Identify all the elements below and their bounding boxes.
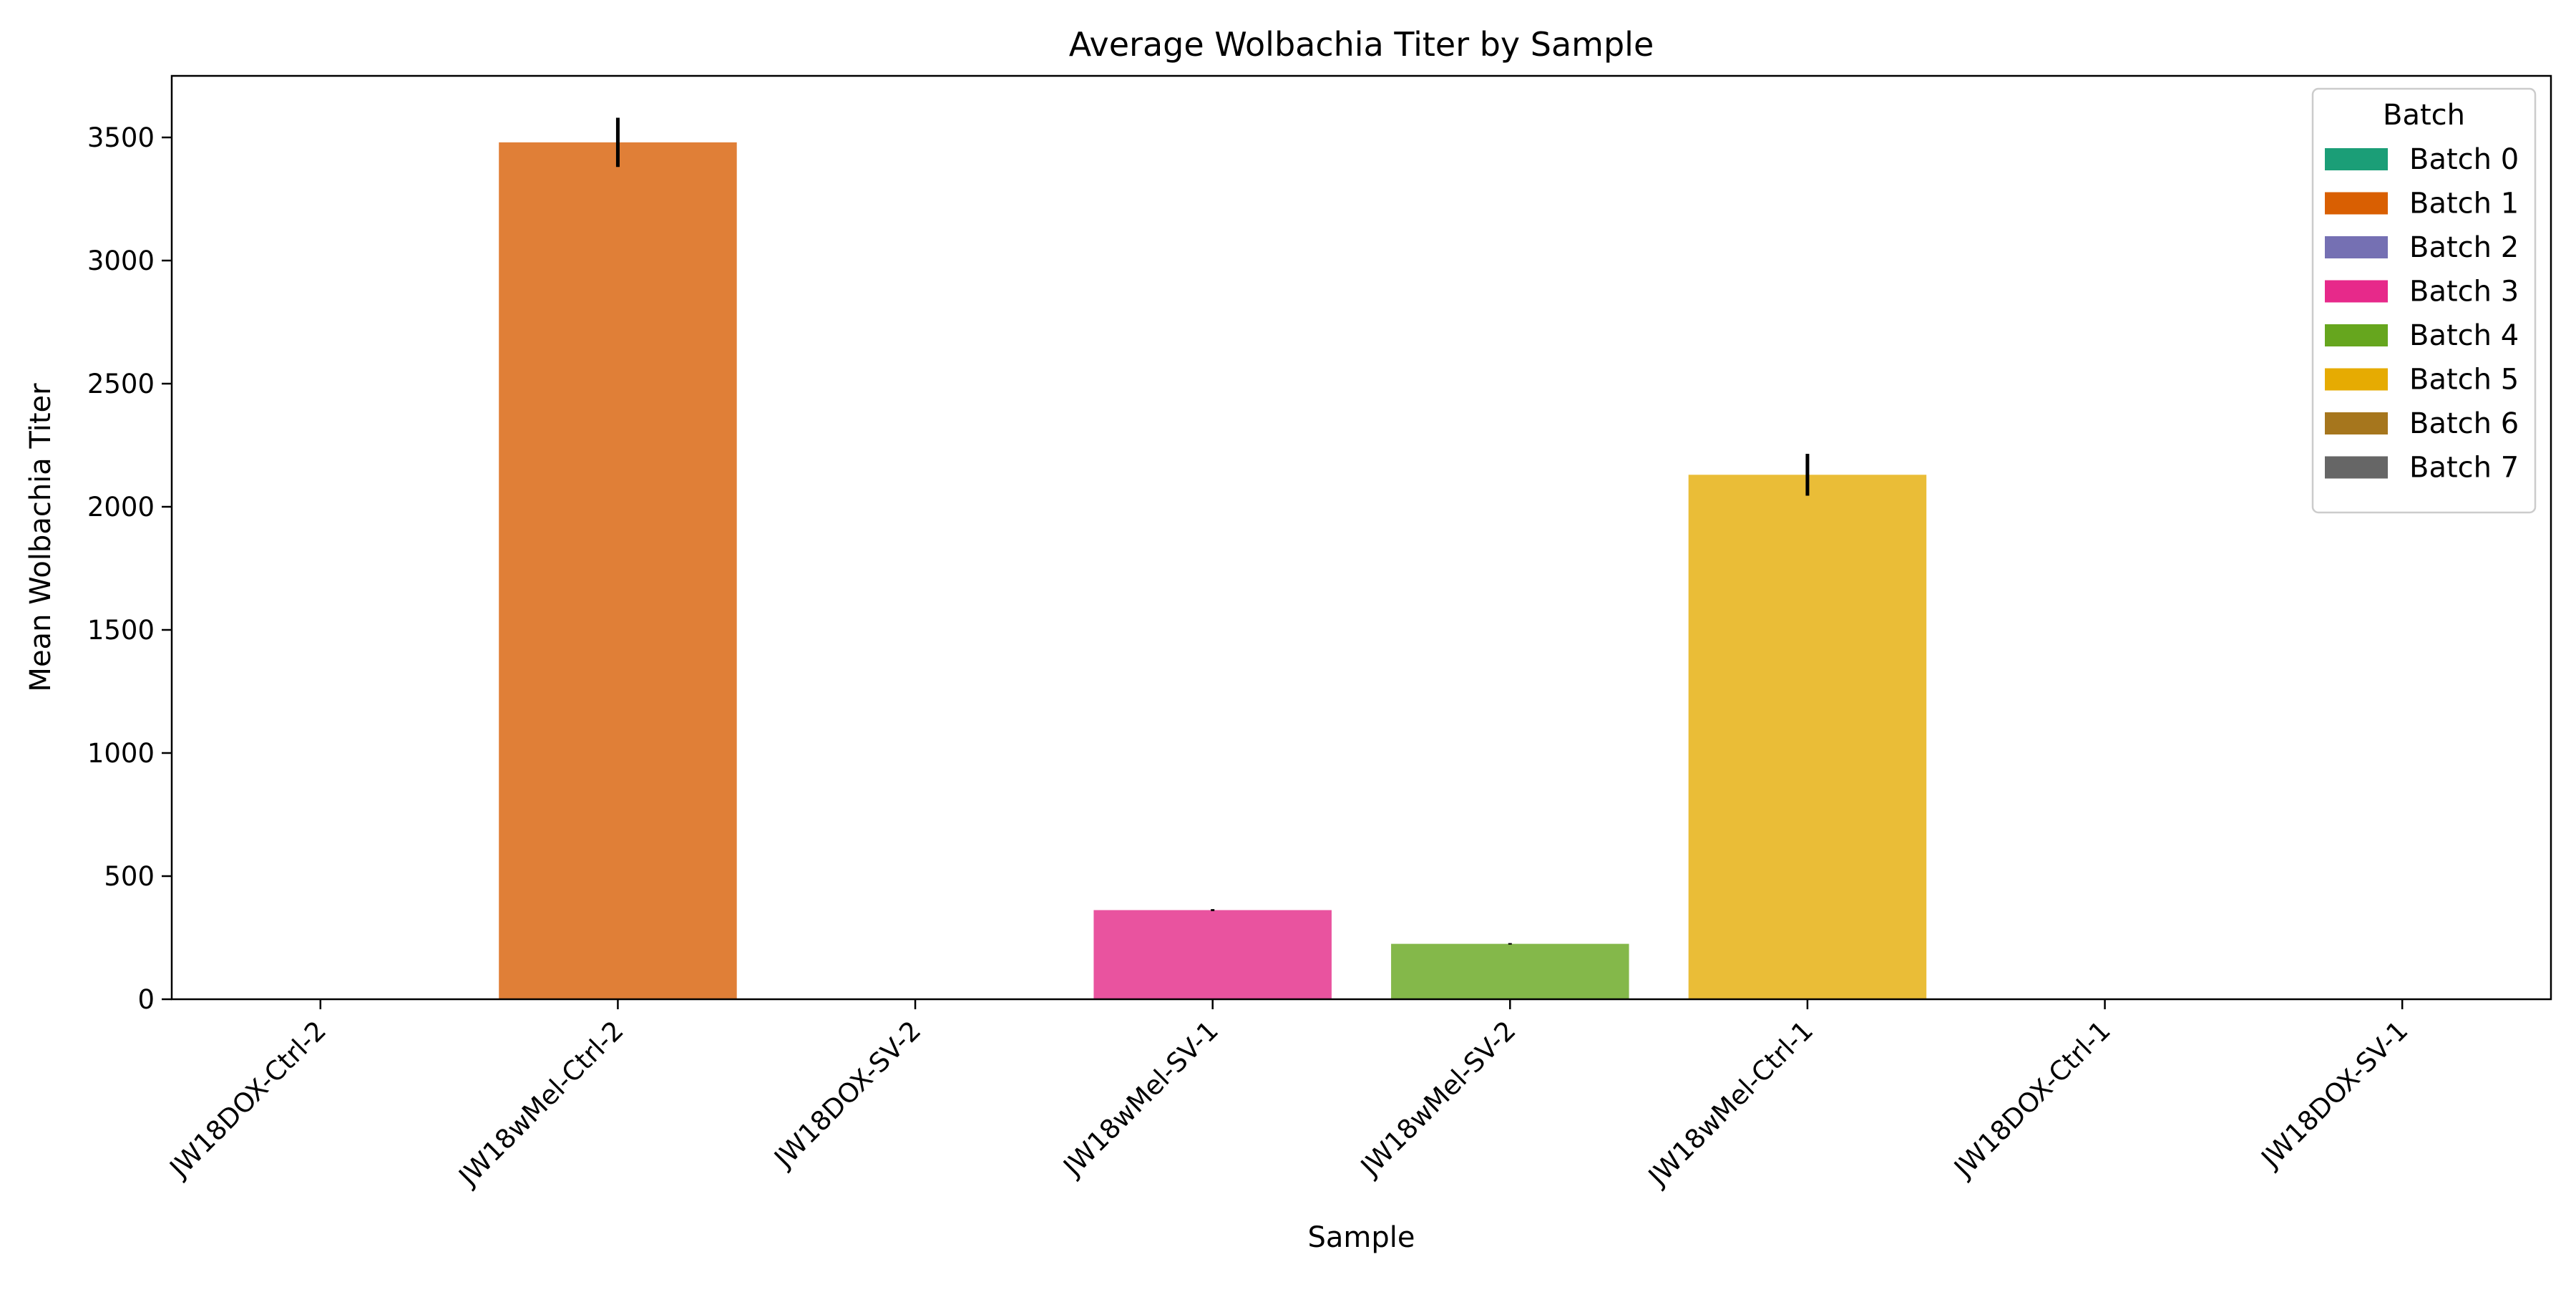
legend-swatch	[2325, 368, 2388, 391]
y-tick-label: 1500	[87, 615, 155, 646]
bar-JW18wMel-Ctrl-2	[499, 142, 737, 999]
legend-label: Batch 5	[2409, 364, 2519, 397]
legend-swatch	[2325, 280, 2388, 303]
legend-label: Batch 4	[2409, 319, 2519, 352]
bar-JW18wMel-SV-2	[1391, 943, 1629, 999]
chart-title: Average Wolbachia Titer by Sample	[1069, 25, 1654, 64]
legend-label: Batch 2	[2409, 231, 2519, 264]
y-axis-title: Mean Wolbachia Titer	[24, 383, 57, 692]
y-axis: 0 500 1000 1500 2000 2500 3000 3500	[87, 122, 172, 1015]
legend-label: Batch 1	[2409, 188, 2519, 220]
y-tick-label: 2000	[87, 492, 155, 523]
legend-swatch	[2325, 412, 2388, 434]
legend-swatch	[2325, 456, 2388, 479]
legend: Batch Batch 0 Batch 1 Batch 2 Batch 3 Batch 4…	[2311, 87, 2537, 514]
y-tick-label: 3500	[87, 122, 155, 153]
legend-swatch	[2325, 236, 2388, 258]
bar-JW18wMel-Ctrl-1	[1688, 475, 1927, 999]
y-tick-label: 1000	[87, 738, 155, 769]
error-bars-layer	[615, 117, 1810, 945]
legend-swatch	[2325, 192, 2388, 215]
y-tick-label: 0	[137, 984, 155, 1015]
legend-label: Batch 3	[2409, 276, 2519, 309]
bars-layer	[499, 142, 1927, 999]
y-tick-label: 500	[104, 861, 155, 892]
x-axis-title: Sample	[1308, 1221, 1415, 1254]
legend-label: Batch 7	[2409, 452, 2519, 485]
legend-swatch	[2325, 148, 2388, 170]
bar-JW18wMel-SV-1	[1093, 910, 1332, 999]
y-tick-label: 3000	[87, 246, 155, 276]
legend-title: Batch	[2383, 99, 2465, 132]
plot-frame	[170, 74, 2552, 1001]
legend-swatch	[2325, 324, 2388, 346]
y-tick-label: 2500	[87, 369, 155, 399]
legend-label: Batch 6	[2409, 407, 2519, 440]
legend-label: Batch 0	[2409, 143, 2519, 176]
